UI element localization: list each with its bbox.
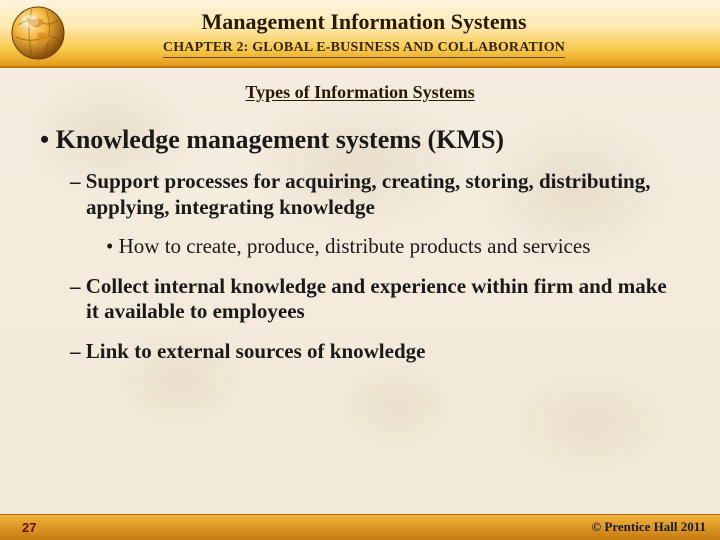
bullet-level-2: Link to external sources of knowledge (70, 339, 680, 365)
bullet-level-3: How to create, produce, distribute produ… (106, 234, 680, 260)
page-number: 27 (22, 520, 36, 535)
bullet-level-2: Collect internal knowledge and experienc… (70, 274, 680, 325)
slide-title: Management Information Systems (78, 9, 650, 35)
chapter-label: CHAPTER 2: GLOBAL E-BUSINESS AND COLLABO… (163, 40, 565, 58)
slide-header: Management Information Systems CHAPTER 2… (0, 0, 720, 68)
slide-content: Knowledge management systems (KMS) Suppo… (0, 103, 720, 365)
bullet-level-1: Knowledge management systems (KMS) (40, 125, 680, 155)
bullet-level-2: Support processes for acquiring, creatin… (70, 169, 680, 220)
copyright: © Prentice Hall 2011 (591, 519, 706, 535)
header-text: Management Information Systems CHAPTER 2… (78, 9, 720, 58)
section-title: Types of Information Systems (0, 82, 720, 103)
globe-icon (8, 3, 68, 63)
